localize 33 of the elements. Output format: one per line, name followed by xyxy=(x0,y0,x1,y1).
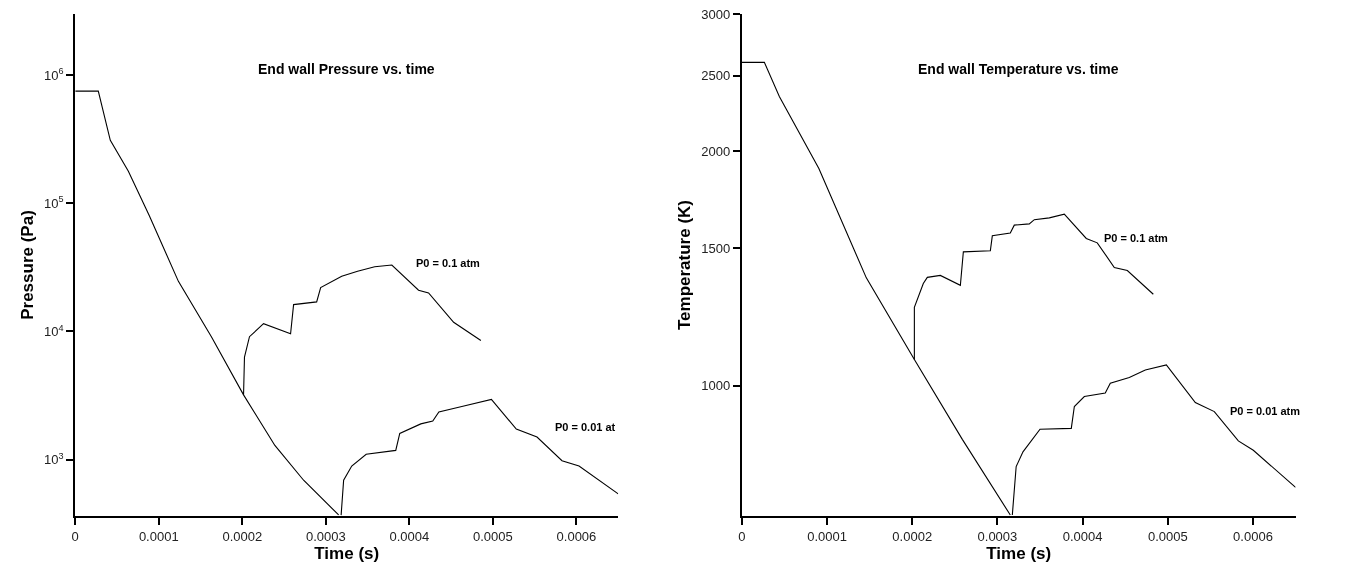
series-label: P0 = 0.1 atm xyxy=(416,257,481,269)
x-tick-label: 0.0004 xyxy=(389,528,430,544)
x-tick-label: 0.0001 xyxy=(807,528,847,544)
x-tick-label: 0.0001 xyxy=(138,528,179,544)
y-tick-label: 3000 xyxy=(701,6,731,22)
y-tick-label: 10$^{3}$ xyxy=(44,450,64,468)
x-axis-title: Time (s) xyxy=(986,543,1052,563)
x-tick-label: 0.0006 xyxy=(556,528,597,544)
y-axis-title: Pressure (Pa) xyxy=(18,210,38,320)
y-tick-label: 1000 xyxy=(701,378,731,394)
x-tick-label: 0.0005 xyxy=(473,528,513,544)
x-tick-label: 0 xyxy=(71,528,79,544)
x-tick-label: 0 xyxy=(738,528,746,544)
y-tick-label: 2500 xyxy=(701,68,731,84)
y-tick-label: 10$^{6}$ xyxy=(44,66,64,83)
x-tick-label: 0.0004 xyxy=(1062,528,1103,544)
x-tick-label: 0.0006 xyxy=(1233,528,1273,544)
x-tick-label: 0.0002 xyxy=(222,528,263,544)
text: End wall Pressure vs. time xyxy=(258,61,435,77)
y-axis-title: Temperature (K) xyxy=(675,199,695,331)
x-tick-label: 0.0002 xyxy=(892,528,933,544)
y-tick-label: 2000 xyxy=(701,143,731,159)
x-tick-label: 0.0003 xyxy=(977,528,1018,544)
x-tick-label: 0.0003 xyxy=(305,528,346,544)
series-label: P0 = 0.1 atm xyxy=(1104,232,1169,244)
y-tick-label: 10$^{5}$ xyxy=(44,194,64,211)
y-tick-label: 10$^{4}$ xyxy=(44,322,64,339)
text: End wall Temperature vs. time xyxy=(918,61,1119,77)
x-tick-label: 0.0005 xyxy=(1147,528,1188,544)
x-axis-title: Time (s) xyxy=(314,543,380,563)
y-tick-label: 1500 xyxy=(701,240,731,256)
series-label: P0 = 0.01 atm xyxy=(1230,405,1301,417)
series-label: P0 = 0.01 at xyxy=(555,421,616,433)
